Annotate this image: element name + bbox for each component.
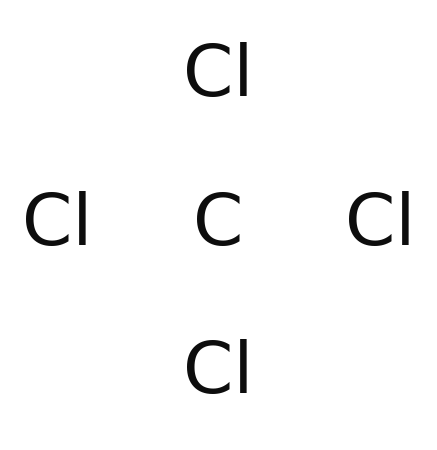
Text: Cl: Cl [21,190,92,260]
Text: Cl: Cl [345,190,416,260]
Text: Cl: Cl [183,42,254,111]
Text: C: C [193,190,244,260]
Text: Cl: Cl [183,339,254,408]
